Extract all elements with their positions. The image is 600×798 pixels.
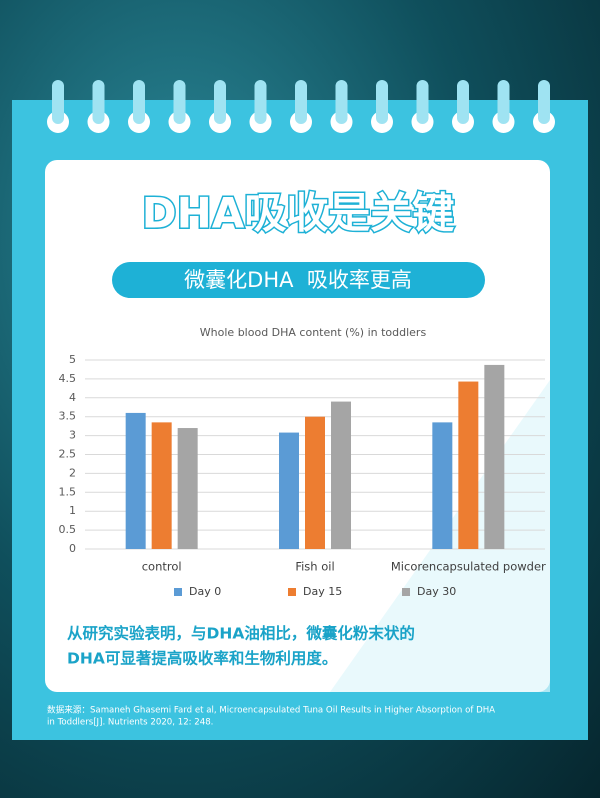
conclusion-line: DHA可显著提高吸收率和生物利用度。 [67, 649, 337, 668]
legend-swatch [288, 588, 296, 596]
ring [214, 80, 226, 124]
bar [279, 432, 299, 549]
bar [125, 412, 146, 549]
legend-label: Day 15 [303, 585, 342, 598]
ring [173, 80, 186, 124]
ring [254, 80, 267, 124]
ring [295, 80, 307, 124]
banner [112, 262, 485, 298]
ring [416, 80, 429, 124]
y-tick-label: 3.5 [59, 410, 77, 423]
y-tick-label: 4.5 [59, 372, 77, 385]
legend-label: Day 30 [417, 585, 456, 598]
y-tick-label: 0.5 [59, 523, 77, 536]
rings [47, 80, 555, 133]
x-tick-label: Fish oil [295, 560, 334, 574]
y-tick-label: 5 [69, 353, 76, 366]
legend-swatch [402, 588, 410, 596]
bar [177, 428, 198, 549]
ring [497, 80, 510, 124]
ring [457, 80, 469, 124]
conclusion-line: 从研究实验表明，与DHA油相比，微囊化粉末状的 [67, 624, 415, 643]
y-tick-label: 3 [69, 429, 76, 442]
bar [151, 422, 172, 549]
bar [331, 401, 351, 549]
bar [432, 422, 453, 549]
y-tick-label: 2.5 [59, 448, 77, 461]
source-line: in Toddlers[J]. Nutrients 2020, 12: 248. [47, 718, 213, 728]
ring [335, 80, 348, 124]
bar [484, 364, 505, 549]
source-line: 数据来源：Samaneh Ghasemi Fard et al, Microen… [47, 704, 495, 716]
y-tick-label: 0 [69, 542, 76, 555]
y-tick-label: 2 [69, 466, 76, 479]
chart-title: Whole blood DHA content (%) in toddlers [200, 326, 427, 339]
ring [538, 80, 550, 124]
x-tick-label: control [142, 560, 182, 574]
y-tick-label: 4 [69, 391, 76, 404]
legend-swatch [174, 588, 182, 596]
headline: DHA吸收是关键 [142, 189, 455, 238]
ring [133, 80, 145, 124]
bar [458, 381, 479, 549]
ring [92, 80, 105, 124]
legend-label: Day 0 [189, 585, 221, 598]
y-tick-label: 1.5 [59, 485, 77, 498]
ring [52, 80, 64, 124]
x-tick-label: Micorencapsulated powder [391, 560, 546, 574]
banner-text: 微囊化DHA 吸收率更高 [184, 268, 412, 292]
y-tick-label: 1 [69, 504, 76, 517]
bar [305, 416, 325, 549]
ring [376, 80, 388, 124]
